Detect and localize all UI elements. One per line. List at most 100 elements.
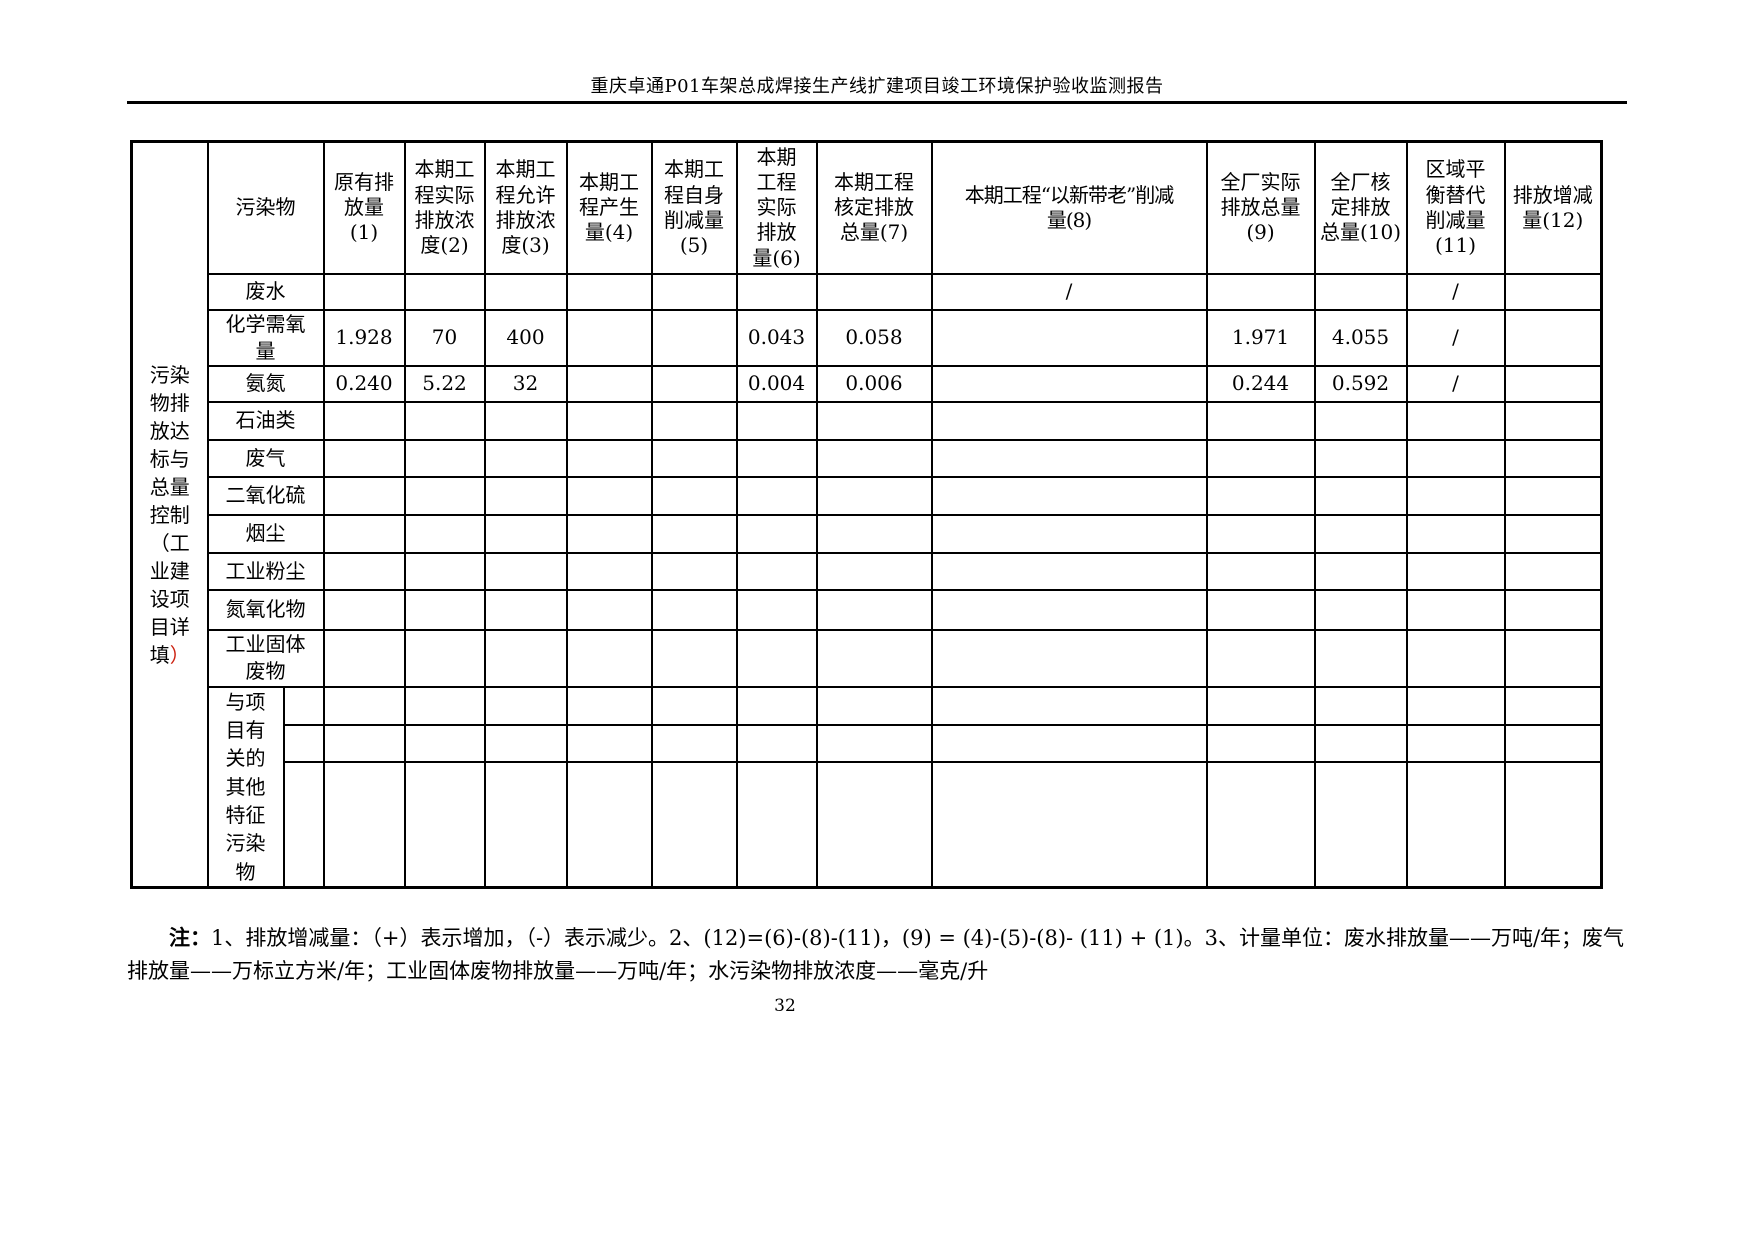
data-cell: [1205, 400, 1316, 441]
page-number: 32: [774, 996, 796, 1016]
data-cell: [1405, 760, 1506, 889]
data-cell: [815, 400, 933, 441]
data-cell: [930, 760, 1208, 889]
data-cell: [735, 685, 818, 726]
data-cell: [650, 723, 738, 763]
header-rule: [127, 101, 1627, 104]
data-cell: /: [930, 272, 1208, 311]
data-cell: 0.058: [815, 308, 933, 367]
report-header-title: 重庆卓通P01车架总成焊接生产线扩建项目竣工环境保护验收监测报告: [590, 76, 1164, 97]
data-cell: [815, 628, 933, 688]
data-cell: [930, 723, 1208, 763]
data-cell: [1313, 438, 1408, 478]
data-cell: [735, 475, 818, 516]
row-label: 废气: [206, 438, 325, 478]
data-cell: [322, 760, 406, 889]
data-cell: [815, 760, 933, 889]
data-cell: [650, 685, 738, 726]
data-cell: [1503, 438, 1603, 478]
data-cell: [735, 272, 818, 311]
data-cell: 4.055: [1313, 308, 1408, 367]
data-cell: [565, 475, 653, 516]
data-cell: 0.006: [815, 364, 933, 403]
row-label: 工业固体 废物: [206, 628, 325, 688]
data-cell: [1205, 723, 1316, 763]
table-row-wastegas: 废气: [132, 438, 1603, 478]
column-header-12: 排放增减 量(12): [1503, 140, 1603, 275]
data-cell: 0.244: [1205, 364, 1316, 403]
table-row-petroleum: 石油类: [132, 400, 1603, 441]
data-cell: [322, 513, 406, 554]
data-cell: [322, 475, 406, 516]
data-cell: [1205, 475, 1316, 516]
table-row-so2: 二氧化硫: [132, 475, 1603, 516]
data-cell: [735, 723, 818, 763]
data-cell: [1313, 475, 1408, 516]
data-cell: [322, 588, 406, 631]
column-header-pollutant: 污染物: [206, 140, 325, 275]
data-cell: [1205, 551, 1316, 591]
table-row-smoke: 烟尘: [132, 513, 1603, 554]
data-cell: [1205, 513, 1316, 554]
row-label: 废水: [206, 272, 325, 311]
data-cell: [815, 438, 933, 478]
data-cell: 1.971: [1205, 308, 1316, 367]
data-cell: [1313, 723, 1408, 763]
data-cell: [483, 438, 568, 478]
data-cell: [483, 272, 568, 311]
data-cell: [565, 364, 653, 403]
group-label-main: 污染 物排 放达 标与 总量 控制 （工 业建 设项 目详 填: [149, 362, 190, 667]
data-cell: 400: [483, 308, 568, 367]
column-header-8: 本期工程“以新带老”削减 量(8): [930, 140, 1208, 275]
data-cell: [483, 400, 568, 441]
column-header-2: 本期工 程实际 排放浓 度(2): [403, 140, 486, 275]
data-cell: [1503, 364, 1603, 403]
data-cell: [322, 551, 406, 591]
data-cell: [1405, 438, 1506, 478]
data-cell: /: [1405, 308, 1506, 367]
data-cell: [565, 438, 653, 478]
row-label: 石油类: [206, 400, 325, 441]
data-cell: [930, 551, 1208, 591]
data-cell: [322, 438, 406, 478]
data-cell: [1313, 400, 1408, 441]
data-cell: [1503, 760, 1603, 889]
column-header-5: 本期工 程自身 削减量 (5): [650, 140, 738, 275]
data-cell: [565, 723, 653, 763]
data-cell: [1503, 723, 1603, 763]
data-cell: [650, 513, 738, 554]
footnote-text: 1、排放增减量：（+）表示增加，（-）表示减少。2、(12)=(6)-(8)-(…: [127, 926, 1625, 983]
data-cell: [322, 723, 406, 763]
row-label: [282, 723, 325, 763]
data-cell: [322, 685, 406, 726]
data-cell: 0.043: [735, 308, 818, 367]
data-cell: [403, 551, 486, 591]
data-cell: [930, 308, 1208, 367]
data-cell: [322, 400, 406, 441]
data-cell: [815, 685, 933, 726]
table-row-other-3: [132, 760, 1603, 889]
data-cell: [930, 475, 1208, 516]
data-cell: [930, 438, 1208, 478]
data-cell: [403, 685, 486, 726]
data-cell: [1405, 400, 1506, 441]
data-cell: [1405, 513, 1506, 554]
data-cell: 0.004: [735, 364, 818, 403]
data-cell: [565, 760, 653, 889]
data-cell: [1205, 628, 1316, 688]
data-cell: [735, 438, 818, 478]
data-cell: [930, 685, 1208, 726]
data-cell: [735, 588, 818, 631]
data-cell: [565, 551, 653, 591]
data-cell: [483, 760, 568, 889]
data-cell: [815, 723, 933, 763]
data-cell: [565, 588, 653, 631]
data-cell: 70: [403, 308, 486, 367]
data-cell: [735, 551, 818, 591]
column-header-6: 本期 工程 实际 排放 量(6): [735, 140, 818, 275]
data-cell: [650, 364, 738, 403]
data-cell: [565, 628, 653, 688]
data-cell: [650, 551, 738, 591]
data-cell: 0.592: [1313, 364, 1408, 403]
data-cell: [650, 400, 738, 441]
